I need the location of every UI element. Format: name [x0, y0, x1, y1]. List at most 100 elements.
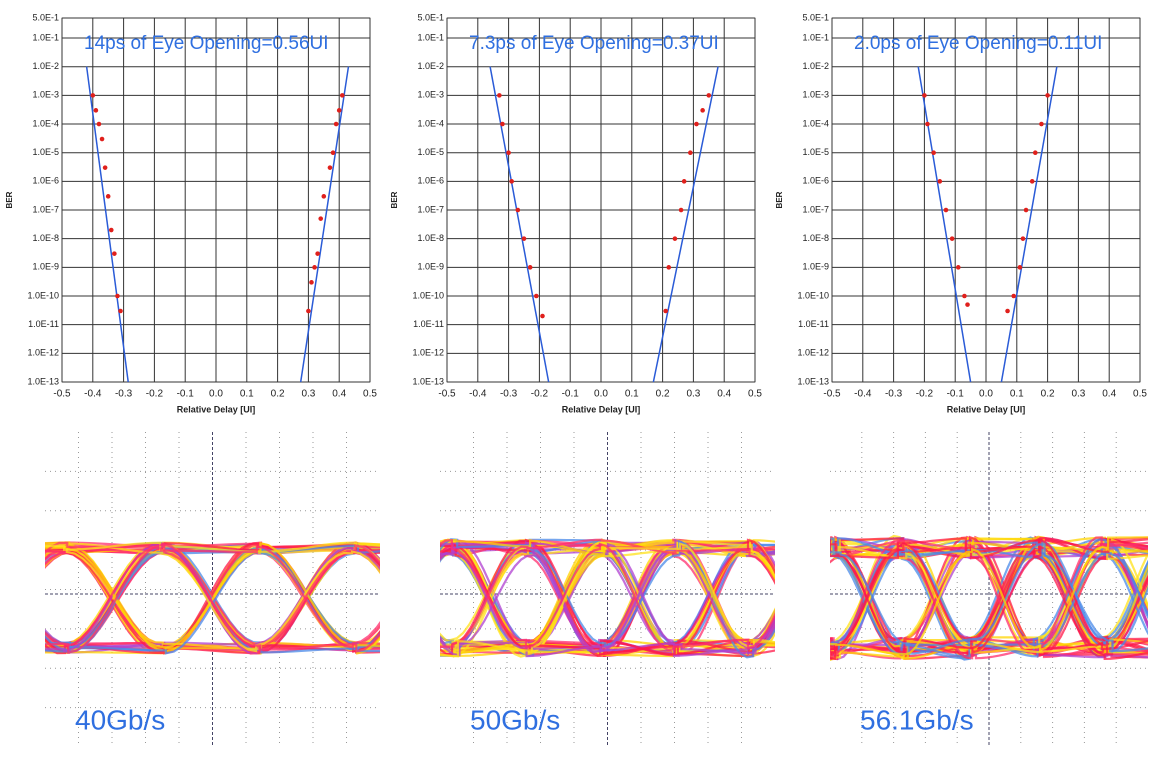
data-point — [965, 302, 970, 307]
eye-diagram: 50Gb/s — [303, 432, 904, 747]
data-point — [688, 150, 693, 155]
eye-trace — [304, 542, 896, 651]
x-tick-label: -0.2 — [146, 389, 164, 400]
eye-trace — [309, 541, 901, 653]
y-tick-label: 5.0E-1 — [802, 12, 829, 22]
y-tick-label: 1.0E-8 — [417, 233, 444, 243]
y-tick-label: 1.0E-8 — [802, 233, 829, 243]
y-tick-label: 1.0E-13 — [797, 376, 829, 386]
x-tick-label: 0.2 — [656, 389, 670, 400]
eye-trace — [308, 541, 900, 656]
data-point — [679, 208, 684, 213]
y-tick-label: 1.0E-2 — [417, 61, 444, 71]
eye-traces — [303, 539, 904, 658]
eye-trace — [309, 540, 901, 656]
data-point — [312, 265, 317, 270]
x-tick-label: -0.3 — [885, 389, 903, 400]
y-tick-label: 1.0E-8 — [32, 233, 59, 243]
eye-trace — [305, 547, 897, 653]
data-point — [540, 314, 545, 319]
y-tick-label: 1.0E-9 — [32, 262, 59, 272]
y-axis-label: BER — [390, 191, 399, 208]
data-point — [707, 93, 712, 98]
x-tick-label: 0.3 — [1071, 389, 1085, 400]
eye-trace — [305, 543, 897, 654]
x-tick-label: -0.1 — [947, 389, 965, 400]
data-point — [1024, 208, 1029, 213]
x-tick-label: 0.1 — [1010, 389, 1024, 400]
data-point — [112, 251, 117, 256]
eye-trace — [305, 543, 897, 655]
x-tick-label: -0.2 — [916, 389, 934, 400]
data-point — [938, 179, 943, 184]
y-tick-label: 1.0E-12 — [412, 348, 444, 358]
x-axis-label: Relative Delay [UI] — [177, 404, 256, 414]
eye-trace — [303, 545, 895, 655]
data-point — [962, 294, 967, 299]
y-tick-label: 1.0E-2 — [802, 61, 829, 71]
data-point — [944, 208, 949, 213]
data-rate-label: 50Gb/s — [470, 704, 560, 735]
y-tick-label: 1.0E-10 — [797, 290, 829, 300]
y-tick-label: 1.0E-9 — [802, 262, 829, 272]
data-point — [103, 165, 108, 170]
y-tick-label: 1.0E-6 — [417, 176, 444, 186]
data-point — [1018, 265, 1023, 270]
data-point — [1005, 309, 1010, 314]
eye-trace — [305, 541, 897, 654]
x-tick-label: 0.1 — [625, 389, 639, 400]
y-tick-label: 1.0E-12 — [797, 348, 829, 358]
data-point — [1030, 179, 1035, 184]
x-tick-label: -0.4 — [84, 389, 102, 400]
eye-trace — [306, 541, 898, 651]
eye-trace — [309, 541, 901, 653]
data-point — [91, 93, 96, 98]
data-point — [673, 236, 678, 241]
figure: 1.0E-13 1.0E-12 1.0E-11 1.0E-10 1.0E-9 1.0E-8… — [0, 0, 1150, 753]
eye-trace — [304, 542, 896, 655]
data-point — [118, 309, 123, 314]
y-tick-label: 1.0E-1 — [32, 32, 59, 42]
eye-trace — [303, 542, 895, 653]
data-point — [1021, 236, 1026, 241]
y-tick-label: 1.0E-9 — [417, 262, 444, 272]
x-tick-label: 0.0 — [979, 389, 993, 400]
y-tick-label: 1.0E-3 — [802, 90, 829, 100]
eye-trace — [308, 542, 900, 656]
x-tick-label: 0.0 — [594, 389, 608, 400]
x-tick-label: -0.4 — [854, 389, 872, 400]
data-point — [328, 165, 333, 170]
data-point — [663, 309, 668, 314]
y-tick-label: 5.0E-1 — [32, 12, 59, 22]
eye-diagram: 40Gb/s — [0, 432, 550, 747]
data-point — [506, 150, 511, 155]
data-point — [306, 309, 311, 314]
data-point — [100, 137, 105, 142]
eye-trace — [307, 541, 899, 656]
data-point — [534, 294, 539, 299]
eye-trace — [309, 541, 901, 656]
y-tick-label: 1.0E-11 — [28, 319, 59, 329]
data-point — [500, 122, 505, 127]
eye-trace — [308, 540, 900, 655]
data-point — [97, 122, 102, 127]
y-tick-label: 1.0E-3 — [417, 90, 444, 100]
eye-trace — [303, 542, 895, 656]
x-tick-label: 0.4 — [1102, 389, 1116, 400]
y-tick-label: 1.0E-4 — [32, 118, 59, 128]
eye-trace — [306, 542, 898, 656]
bathtub-chart: 1.0E-131.0E-121.0E-111.0E-101.0E-91.0E-8… — [5, 12, 377, 414]
eye-trace — [303, 541, 895, 656]
bathtub-chart: 1.0E-131.0E-121.0E-111.0E-101.0E-91.0E-8… — [390, 12, 762, 414]
chart-title: 2.0ps of Eye Opening=0.11UI — [854, 33, 1102, 54]
y-tick-label: 1.0E-7 — [32, 204, 59, 214]
y-tick-label: 1.0E-4 — [417, 118, 444, 128]
y-tick-label: 1.0E-11 — [798, 319, 829, 329]
y-tick-label: 1.0E-10 — [27, 290, 59, 300]
y-tick-label: 1.0E-7 — [417, 204, 444, 214]
y-tick-label: 1.0E-3 — [32, 90, 59, 100]
data-point — [956, 265, 961, 270]
y-tick-label: 1.0E-5 — [32, 147, 59, 157]
data-point — [334, 122, 339, 127]
eye-trace — [306, 541, 898, 656]
